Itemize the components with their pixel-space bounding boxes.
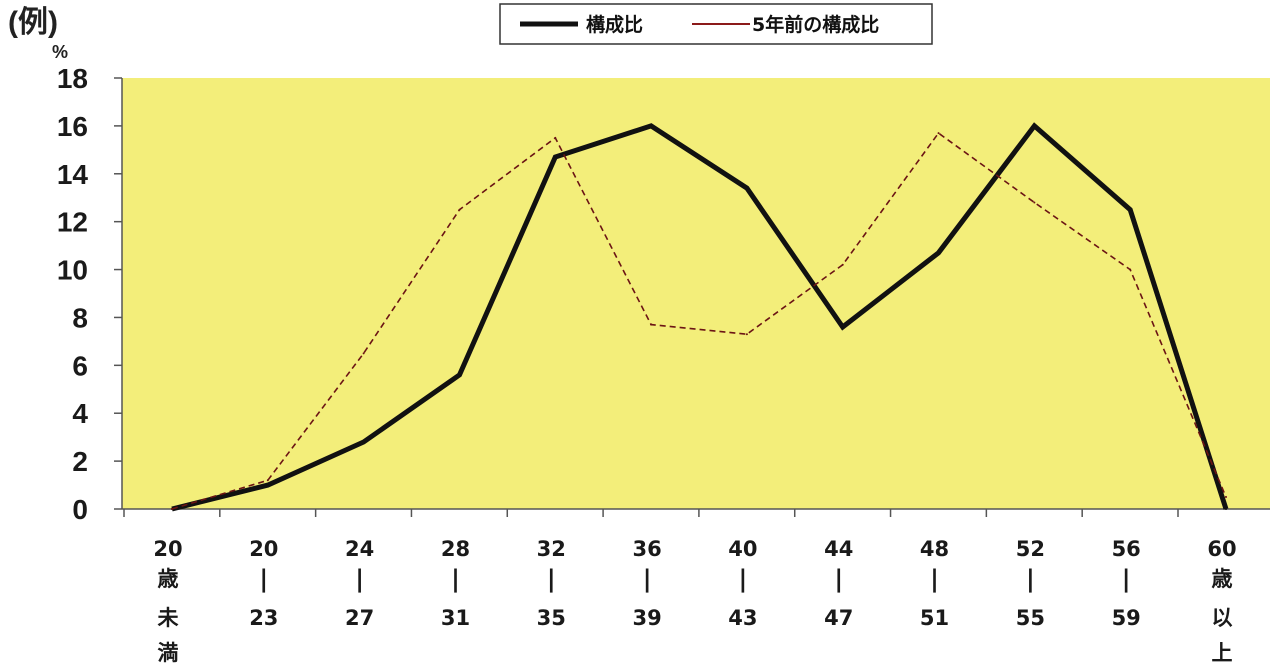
series-1-point [650, 124, 653, 127]
category-label: 20 [153, 537, 182, 561]
category-label: 31 [441, 606, 470, 630]
legend-label-series-1: 構成比 [586, 13, 643, 36]
series-1-point [458, 373, 461, 376]
category-label: 59 [1112, 606, 1141, 630]
category-label: 36 [632, 537, 661, 561]
category-label: 歳 [1212, 567, 1233, 591]
series-1-point [1033, 124, 1036, 127]
category-label: | [739, 565, 748, 593]
category-label: | [451, 565, 460, 593]
category-label: 27 [345, 606, 374, 630]
series-2-point [1225, 496, 1227, 499]
series-1-point [745, 187, 748, 190]
y-tick-label: 6 [72, 350, 88, 381]
series-line-2 [171, 131, 1227, 510]
category-label: 47 [824, 606, 853, 630]
category-label: 32 [537, 537, 566, 561]
y-tick-label: 16 [57, 111, 88, 142]
series-2-point [171, 508, 173, 510]
category-label: 歳 [158, 567, 179, 591]
series-2-point [1129, 268, 1132, 271]
category-label: 60 [1207, 537, 1236, 561]
category-label: 28 [441, 537, 470, 561]
y-unit-label: (例) [8, 6, 58, 39]
category-label: 43 [728, 606, 757, 630]
series-2-point [841, 263, 844, 266]
series-1-point [937, 251, 940, 254]
series-2-point [650, 323, 653, 326]
category-label: 40 [728, 537, 757, 561]
series-1-point [1225, 508, 1227, 510]
series-1-point [362, 440, 365, 443]
series-1-point [266, 484, 269, 487]
series-line-1 [171, 122, 1229, 512]
series-1-point [554, 156, 557, 159]
category-label: 上 [1212, 641, 1233, 665]
series-2-point [1033, 201, 1036, 204]
category-label: | [1122, 565, 1131, 593]
y-tick-label: 10 [57, 255, 88, 286]
category-label: 23 [249, 606, 278, 630]
legend-label-series-2: 5年前の構成比 [752, 13, 879, 36]
category-label: | [547, 565, 556, 593]
series-2-point [554, 136, 557, 139]
series-2-point [745, 333, 748, 336]
series-2-point [458, 208, 461, 211]
category-label: 48 [920, 537, 949, 561]
series-2-point [937, 132, 940, 135]
category-label: 44 [824, 537, 853, 561]
category-label: 20 [249, 537, 278, 561]
category-label: | [834, 565, 843, 593]
y-tick-label: 12 [57, 207, 88, 238]
plot-area [122, 78, 1270, 509]
category-label: 56 [1112, 537, 1141, 561]
series-1-point [1129, 208, 1132, 211]
category-label: | [259, 565, 268, 593]
category-label: | [1026, 565, 1035, 593]
y-tick-label: 2 [72, 446, 88, 477]
series-1-point [841, 326, 844, 329]
y-axis: 0 2 4 6 8 10 12 14 16 18 [57, 63, 1270, 525]
category-label: 24 [345, 537, 374, 561]
series-group [171, 122, 1229, 512]
category-label: | [930, 565, 939, 593]
category-label: 39 [632, 606, 661, 630]
y-tick-label: 8 [72, 302, 88, 333]
category-labels: 20歳未満20|2324|2728|3132|3536|3940|4344|47… [153, 537, 1236, 665]
legend: 構成比 5年前の構成比 [499, 3, 933, 45]
category-label: | [643, 565, 652, 593]
y-tick-label: 0 [72, 494, 88, 525]
category-label: 52 [1016, 537, 1045, 561]
category-label: 51 [920, 606, 949, 630]
category-label: 55 [1016, 606, 1045, 630]
y-unit-percent: % [52, 42, 68, 62]
category-label: 35 [537, 606, 566, 630]
series-2-point [362, 352, 365, 355]
x-axis [123, 509, 1179, 517]
category-label: | [355, 565, 364, 593]
y-tick-label: 18 [57, 63, 88, 94]
category-label: 未 [158, 606, 179, 630]
y-tick-label: 4 [72, 398, 88, 429]
category-label: 以 [1212, 606, 1233, 630]
category-label: 満 [158, 641, 179, 665]
series-2-point [266, 479, 269, 482]
y-tick-label: 14 [57, 159, 89, 190]
